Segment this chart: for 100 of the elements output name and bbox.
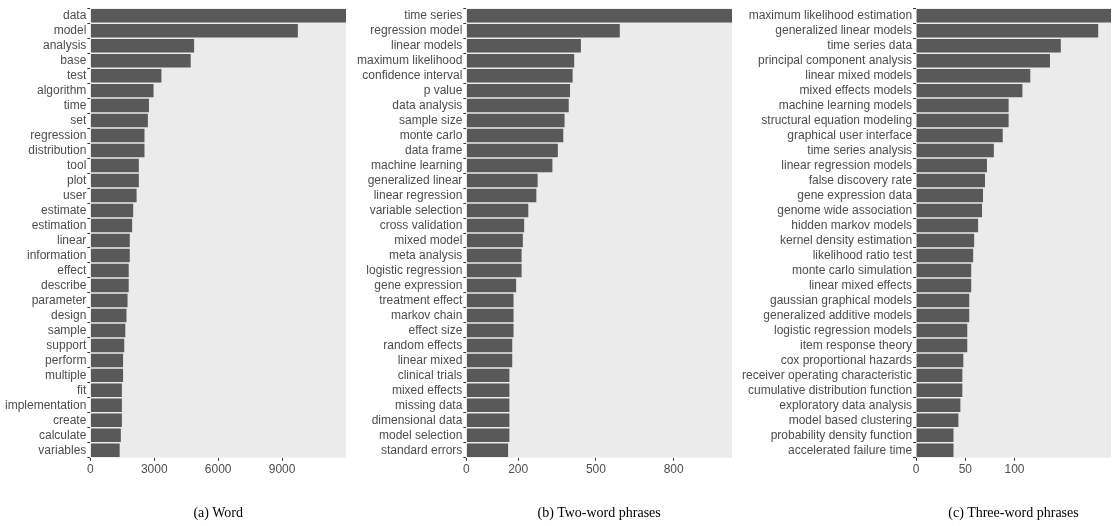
y-tick-label: effect bbox=[57, 262, 88, 277]
y-tick-label: generalized additive models bbox=[763, 307, 913, 322]
y-tick-label: maximum likelihood bbox=[356, 52, 463, 67]
bar bbox=[916, 68, 1031, 83]
bar bbox=[916, 353, 964, 368]
bar bbox=[90, 128, 145, 143]
y-tick-label: kernel density estimation bbox=[780, 232, 913, 247]
bar bbox=[90, 53, 191, 68]
y-tick-label: support bbox=[46, 337, 88, 352]
y-tick-label: item response theory bbox=[800, 337, 913, 352]
y-tick-label: p value bbox=[423, 82, 463, 97]
y-tick-label: cumulative distribution function bbox=[747, 382, 913, 397]
y-tick-label: sample size bbox=[399, 112, 463, 127]
y-tick-label: machine learning bbox=[370, 157, 463, 172]
bar bbox=[466, 368, 510, 383]
bar bbox=[466, 158, 553, 173]
y-tick-label: time series data bbox=[827, 37, 913, 52]
bar bbox=[466, 83, 571, 98]
bar bbox=[466, 383, 510, 398]
y-tick-label: monte carlo bbox=[399, 127, 463, 142]
bar bbox=[466, 173, 538, 188]
bar bbox=[466, 98, 569, 113]
bar bbox=[466, 143, 558, 158]
y-tick-label: generalized linear models bbox=[775, 22, 913, 37]
bar bbox=[466, 338, 513, 353]
bar bbox=[466, 443, 509, 458]
y-tick-label: machine learning models bbox=[778, 97, 913, 112]
bar bbox=[90, 293, 128, 308]
bar bbox=[90, 353, 124, 368]
bar bbox=[916, 413, 959, 428]
y-tick-label: model bbox=[53, 22, 87, 37]
bar bbox=[466, 53, 575, 68]
bar bbox=[90, 278, 129, 293]
y-tick-label: information bbox=[27, 247, 87, 262]
bar bbox=[90, 68, 162, 83]
bar bbox=[466, 248, 522, 263]
y-tick-label: gaussian graphical models bbox=[769, 292, 913, 307]
y-tick-label: logistic regression bbox=[366, 262, 463, 277]
y-tick-label: linear mixed models bbox=[805, 67, 913, 82]
y-tick-label: gene expression bbox=[374, 277, 463, 292]
bar bbox=[90, 98, 149, 113]
y-tick-label: principal component analysis bbox=[757, 52, 913, 67]
bar bbox=[90, 8, 346, 23]
bar bbox=[466, 23, 620, 38]
bar bbox=[466, 233, 523, 248]
bar bbox=[466, 203, 529, 218]
y-tick-label: data bbox=[63, 8, 87, 23]
bar bbox=[916, 188, 984, 203]
y-tick-label: accelerated failure time bbox=[788, 442, 913, 457]
y-tick-label: variables bbox=[38, 442, 87, 457]
bar bbox=[916, 98, 1009, 113]
bar bbox=[916, 38, 1061, 53]
x-tick-label: 3000 bbox=[140, 462, 168, 477]
bar bbox=[466, 293, 514, 308]
y-tick-label: estimate bbox=[41, 202, 87, 217]
y-tick-label: gene expression data bbox=[797, 187, 913, 202]
y-tick-label: model based clustering bbox=[788, 412, 913, 427]
y-tick-label: meta analysis bbox=[388, 247, 463, 262]
y-tick-label: likelihood ratio test bbox=[812, 247, 913, 262]
bar bbox=[916, 218, 979, 233]
bar bbox=[90, 218, 133, 233]
y-tick-label: data analysis bbox=[392, 97, 463, 112]
bar bbox=[916, 128, 1003, 143]
x-tick-label: 800 bbox=[663, 462, 685, 477]
bar bbox=[466, 218, 525, 233]
y-tick-label: cross validation bbox=[379, 217, 463, 232]
bar bbox=[466, 188, 537, 203]
bar bbox=[466, 38, 581, 53]
y-tick-label: perform bbox=[45, 352, 87, 367]
y-tick-label: design bbox=[51, 307, 87, 322]
x-tick-label: 9000 bbox=[268, 462, 296, 477]
bar bbox=[916, 383, 963, 398]
y-tick-label: multiple bbox=[45, 367, 87, 382]
y-tick-label: tool bbox=[67, 157, 87, 172]
bar bbox=[916, 293, 970, 308]
y-tick-label: linear regression bbox=[373, 187, 463, 202]
bar bbox=[90, 383, 122, 398]
bar bbox=[916, 263, 972, 278]
y-tick-label: algorithm bbox=[37, 82, 87, 97]
bar bbox=[466, 413, 510, 428]
x-tick-label: 0 bbox=[87, 462, 95, 477]
bar bbox=[90, 203, 134, 218]
bar bbox=[916, 113, 1009, 128]
bar bbox=[90, 143, 145, 158]
y-tick-label: effect size bbox=[408, 322, 463, 337]
y-tick-label: hidden markov models bbox=[791, 217, 913, 232]
bar bbox=[90, 158, 139, 173]
bar bbox=[90, 308, 127, 323]
y-tick-label: dimensional data bbox=[371, 412, 463, 427]
y-tick-label: implementation bbox=[5, 397, 87, 412]
y-tick-label: structural equation modeling bbox=[761, 112, 913, 127]
bar bbox=[916, 278, 972, 293]
y-tick-label: analysis bbox=[43, 37, 87, 52]
bar bbox=[90, 188, 137, 203]
y-tick-label: standard errors bbox=[380, 442, 463, 457]
bar bbox=[916, 443, 954, 458]
bar bbox=[90, 428, 121, 443]
bar bbox=[916, 83, 1023, 98]
bar bbox=[466, 428, 510, 443]
bar bbox=[90, 323, 126, 338]
